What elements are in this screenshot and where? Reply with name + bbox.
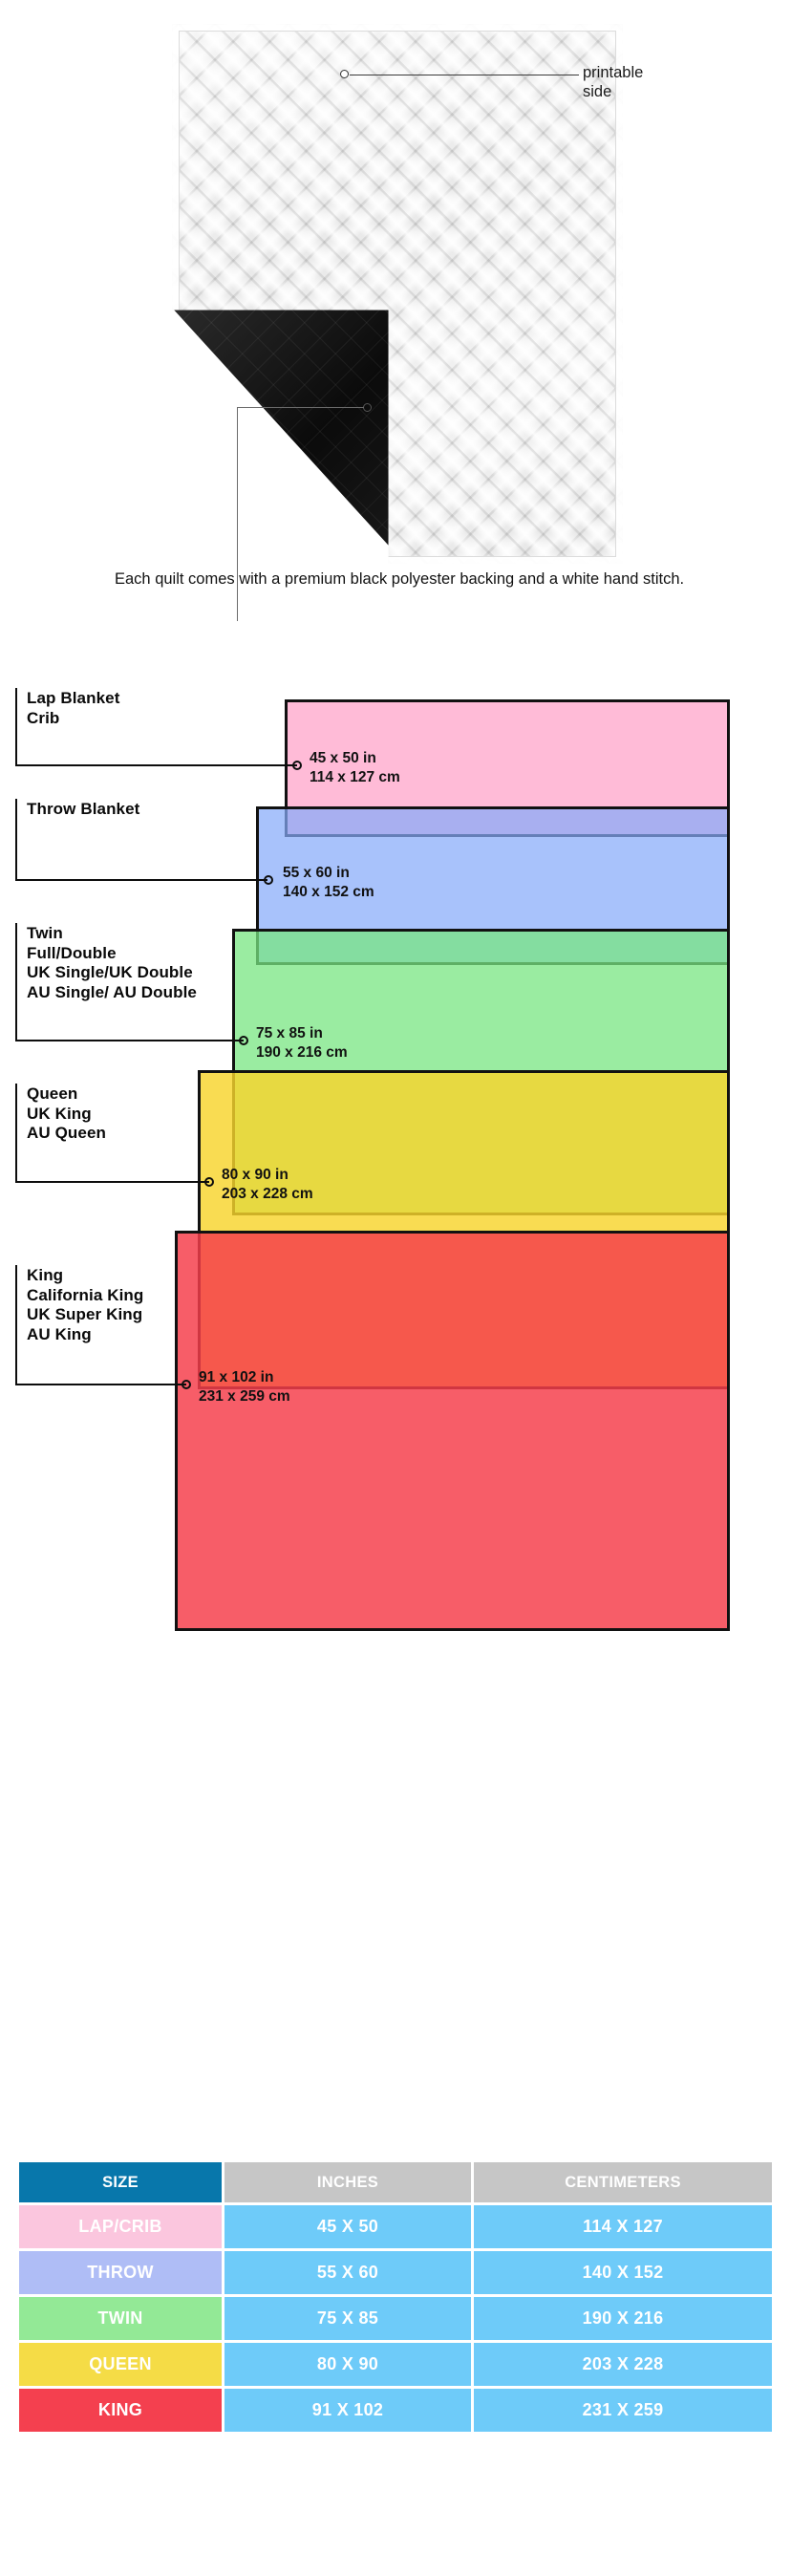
size-dimension-throw: 55 x 60 in 140 x 152 cm [283, 864, 374, 901]
table-cell-inches: 45 X 50 [224, 2205, 471, 2248]
table-header-inches: INCHES [224, 2162, 471, 2202]
table-row: THROW 55 X 60 140 X 152 [19, 2251, 772, 2294]
quilt-product-image [172, 24, 623, 566]
table-cell-size: THROW [19, 2251, 222, 2294]
size-dimension-throw-cm: 140 x 152 cm [283, 883, 374, 900]
size-label-box-queen: Queen UK King AU Queen [15, 1084, 201, 1183]
leader-line-queen [15, 1181, 209, 1184]
table-cell-centimeters: 203 X 228 [474, 2343, 772, 2386]
leader-dot-king [182, 1380, 191, 1389]
quilt-hem-border [172, 24, 623, 564]
table-cell-inches: 80 X 90 [224, 2343, 471, 2386]
leader-dot-twin [239, 1036, 248, 1045]
table-cell-centimeters: 114 X 127 [474, 2205, 772, 2248]
leader-line-king [15, 1384, 186, 1386]
table-row: QUEEN 80 X 90 203 X 228 [19, 2343, 772, 2386]
size-dimension-queen: 80 x 90 in 203 x 228 cm [222, 1166, 313, 1203]
size-dimension-queen-cm: 203 x 228 cm [222, 1185, 313, 1202]
table-cell-centimeters: 231 X 259 [474, 2389, 772, 2432]
table-row: TWIN 75 X 85 190 X 216 [19, 2297, 772, 2340]
size-label-box-lap: Lap Blanket Crib [15, 688, 287, 766]
size-label-names-twin: Twin Full/Double UK Single/UK Double AU … [27, 924, 197, 1001]
printable-side-marker-icon [340, 70, 349, 78]
table-cell-size: QUEEN [19, 2343, 222, 2386]
table-cell-size: LAP/CRIB [19, 2205, 222, 2248]
leader-dot-queen [204, 1177, 214, 1187]
size-label-box-king: King California King UK Super King AU Ki… [15, 1265, 178, 1385]
table-cell-centimeters: 190 X 216 [474, 2297, 772, 2340]
size-dimension-twin-in: 75 x 85 in [256, 1025, 323, 1041]
size-label-names-throw: Throw Blanket [27, 800, 140, 818]
size-label-names-king: King California King UK Super King AU Ki… [27, 1266, 144, 1343]
size-label-names-queen: Queen UK King AU Queen [27, 1084, 106, 1142]
table-cell-size: TWIN [19, 2297, 222, 2340]
size-dimension-twin: 75 x 85 in 190 x 216 cm [256, 1024, 348, 1062]
table-cell-centimeters: 140 X 152 [474, 2251, 772, 2294]
quilt-illustration-section: printable side Each quilt comes with a p… [0, 0, 791, 631]
size-dimension-lap: 45 x 50 in 114 x 127 cm [310, 749, 400, 786]
table-cell-inches: 55 X 60 [224, 2251, 471, 2294]
size-label-box-throw: Throw Blanket [15, 799, 260, 881]
size-dimension-king-in: 91 x 102 in [199, 1369, 274, 1385]
size-dimension-king-cm: 231 x 259 cm [199, 1387, 290, 1405]
table-header-row: SIZE INCHES CENTIMETERS [19, 2162, 772, 2202]
size-dimension-lap-cm: 114 x 127 cm [310, 768, 400, 785]
size-label-names-lap: Lap Blanket Crib [27, 689, 120, 727]
table-header-size: SIZE [19, 2162, 222, 2202]
leader-line-lap [15, 764, 297, 767]
leader-dot-lap [292, 761, 302, 770]
size-dimension-throw-in: 55 x 60 in [283, 865, 350, 881]
backing-leader-line-vertical [237, 407, 239, 621]
printable-side-label: printable side [583, 64, 644, 100]
size-dimension-twin-cm: 190 x 216 cm [256, 1043, 348, 1061]
size-dimension-queen-in: 80 x 90 in [222, 1167, 289, 1183]
quilt-caption-text: Each quilt comes with a premium black po… [115, 570, 685, 588]
leader-dot-throw [264, 875, 273, 885]
table-cell-inches: 91 X 102 [224, 2389, 471, 2432]
size-rect-king [175, 1231, 730, 1631]
table-row: LAP/CRIB 45 X 50 114 X 127 [19, 2205, 772, 2248]
table-row: KING 91 X 102 231 X 259 [19, 2389, 772, 2432]
table-header-centimeters: CENTIMETERS [474, 2162, 772, 2202]
table-cell-size: KING [19, 2389, 222, 2432]
leader-line-throw [15, 879, 267, 882]
backing-leader-line-horizontal [237, 407, 364, 409]
size-dimension-king: 91 x 102 in 231 x 259 cm [199, 1368, 290, 1406]
size-dimension-lap-in: 45 x 50 in [310, 750, 376, 766]
leader-line-twin [15, 1040, 244, 1042]
backing-marker-icon [363, 403, 372, 412]
size-label-box-twin: Twin Full/Double UK Single/UK Double AU … [15, 923, 235, 1041]
size-comparison-diagram: Lap Blanket Crib 45 x 50 in 114 x 127 cm … [0, 669, 791, 2102]
table-cell-inches: 75 X 85 [224, 2297, 471, 2340]
size-chart-table: SIZE INCHES CENTIMETERS LAP/CRIB 45 X 50… [19, 2162, 772, 2435]
